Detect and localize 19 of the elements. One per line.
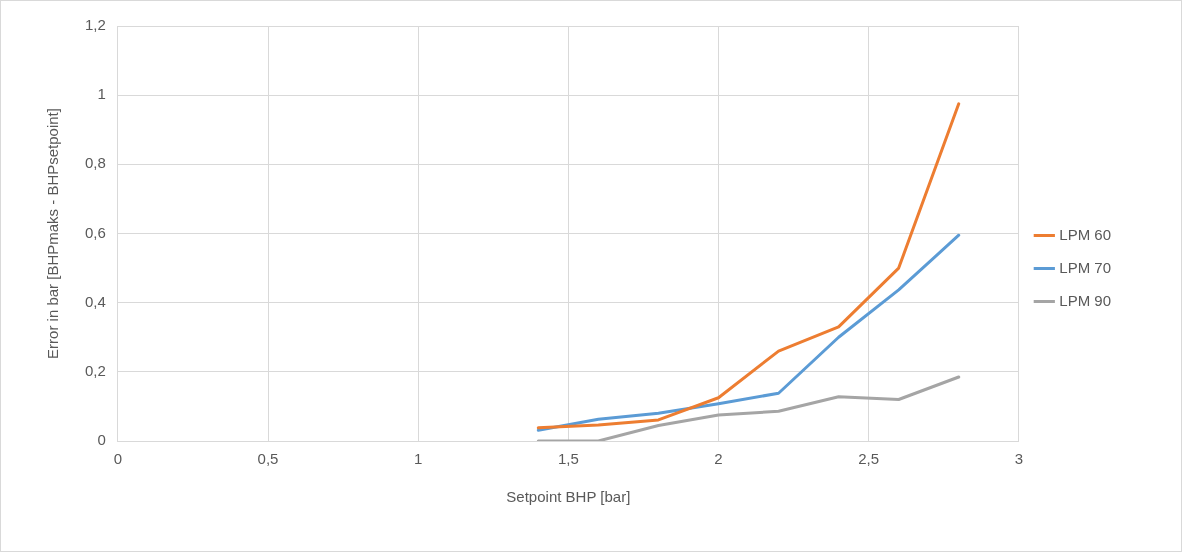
y-tick-label: 0,4 [84, 292, 106, 310]
y-tick-label: 0,8 [84, 154, 106, 172]
y-tick-label: 1,2 [84, 16, 106, 34]
legend-label: LPM 90 [1059, 291, 1112, 309]
y-tick-label: 0 [97, 431, 106, 449]
x-tick-label: 0 [113, 450, 123, 468]
x-tick-label: 2,5 [858, 450, 880, 468]
legend-label: LPM 70 [1059, 258, 1112, 276]
y-tick-label: 1 [97, 85, 106, 103]
y-tick-label: 0,6 [84, 223, 106, 241]
x-axis-title: Setpoint BHP [bar] [506, 488, 631, 506]
x-tick-label: 2 [714, 450, 723, 468]
y-axis-title: Error in bar [BHPmaks - BHPsetpoint] [44, 108, 62, 359]
y-tick-label: 0,2 [84, 361, 106, 379]
x-tick-label: 0,5 [257, 450, 279, 468]
legend-label: LPM 60 [1059, 225, 1112, 243]
x-tick-label: 1 [414, 450, 423, 468]
x-tick-label: 1,5 [557, 450, 579, 468]
x-tick-label: 3 [1014, 450, 1023, 468]
